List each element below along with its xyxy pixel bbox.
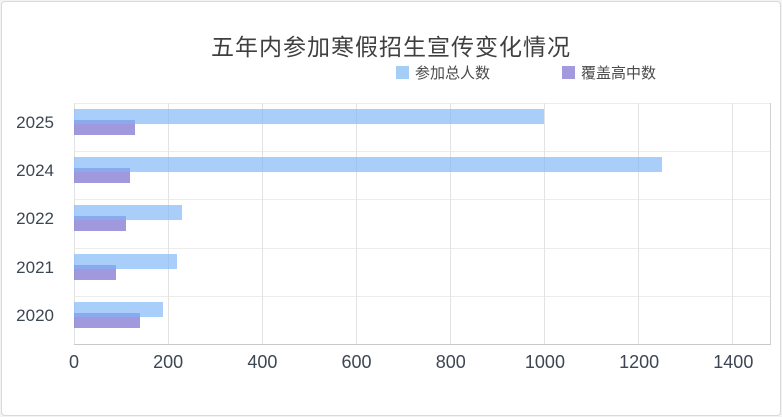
vertical-gridline xyxy=(356,103,358,344)
participants-bar xyxy=(74,301,164,317)
legend-item-label: 覆盖高中数 xyxy=(581,65,657,82)
x-axis-tick-label: 400 xyxy=(247,352,278,372)
vertical-gridline xyxy=(168,103,170,344)
vertical-gridline xyxy=(732,103,734,344)
vertical-gridline xyxy=(262,103,264,344)
chart-title: 五年内参加寒假招生宣传变化情况 xyxy=(211,34,571,60)
bar-row xyxy=(74,199,770,247)
bar-row xyxy=(74,248,770,296)
x-axis-tick-label: 0 xyxy=(68,352,80,372)
legend: 参加总人数 覆盖高中数 xyxy=(396,62,656,83)
legend-item-label: 参加总人数 xyxy=(415,65,491,82)
participants-bar xyxy=(74,253,178,269)
legend-item-high-schools[interactable]: 覆盖高中数 xyxy=(562,62,656,83)
bar-row xyxy=(74,103,770,151)
x-axis-tick-label: 200 xyxy=(153,352,184,372)
participants-bar xyxy=(74,157,662,173)
legend-item-participants[interactable]: 参加总人数 xyxy=(396,62,490,83)
y-axis-label: 2021 xyxy=(16,257,54,277)
y-axis-label: 2020 xyxy=(16,306,54,326)
vertical-gridline xyxy=(450,103,452,344)
vertical-gridline xyxy=(638,103,640,344)
horizontal-gridline xyxy=(74,151,770,153)
legend-swatch-icon xyxy=(562,66,576,79)
y-axis-label: 2024 xyxy=(16,160,54,180)
vertical-gridline xyxy=(544,103,546,344)
bar-row xyxy=(74,151,770,199)
x-axis: 0 200 400 600 800 1000 1200 1400 xyxy=(69,352,771,374)
x-axis-tick-label: 1200 xyxy=(619,352,660,372)
x-axis-tick-label: 1000 xyxy=(524,352,565,372)
y-axis-label: 2022 xyxy=(16,209,54,229)
horizontal-gridline xyxy=(74,199,770,201)
plot-area xyxy=(74,103,771,345)
legend-swatch-icon xyxy=(396,66,409,79)
x-axis-tick-label: 600 xyxy=(341,352,372,372)
participants-bar xyxy=(74,109,545,124)
bar-row xyxy=(74,296,770,344)
x-axis-tick-label: 1400 xyxy=(713,352,754,372)
participants-bar xyxy=(74,205,183,221)
x-axis-tick-label: 800 xyxy=(435,352,466,372)
y-axis-label: 2025 xyxy=(16,112,54,132)
horizontal-gridline xyxy=(74,247,770,249)
horizontal-gridline xyxy=(74,295,770,297)
y-axis: 2025 2024 2022 2021 2020 xyxy=(2,103,64,345)
horizontal-gridline xyxy=(74,103,770,104)
